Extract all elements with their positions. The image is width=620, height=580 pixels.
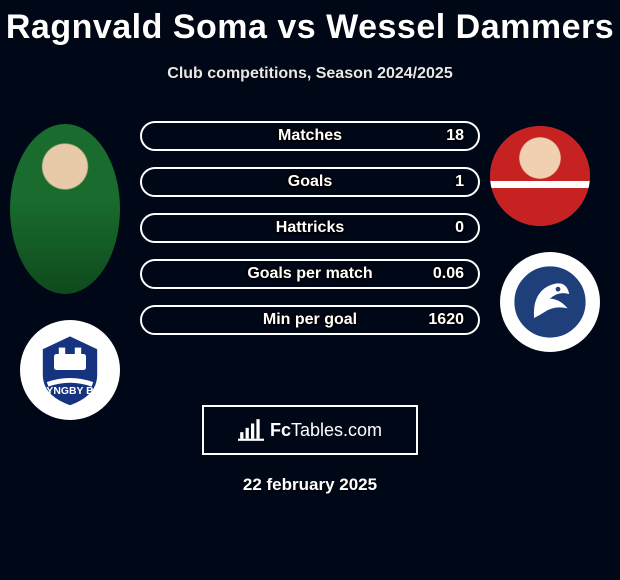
- stat-right-value: 1620: [424, 311, 464, 329]
- brand-text: FcTables.com: [270, 420, 382, 441]
- player2-image-placeholder: [490, 126, 590, 226]
- club1-crest-icon: YNGBY B: [30, 330, 110, 410]
- stat-label: Hattricks: [276, 219, 344, 237]
- player1-avatar: [10, 124, 120, 294]
- stat-label: Goals: [288, 173, 332, 191]
- stat-label: Goals per match: [247, 265, 372, 283]
- player1-image-placeholder: [10, 124, 120, 294]
- stat-row-min-per-goal: Min per goal 1620: [140, 305, 480, 335]
- stat-row-matches: Matches 18: [140, 121, 480, 151]
- stat-right-value: 18: [424, 127, 464, 145]
- stat-row-goals-per-match: Goals per match 0.06: [140, 259, 480, 289]
- stat-right-value: 0: [424, 219, 464, 237]
- stat-row-hattricks: Hattricks 0: [140, 213, 480, 243]
- club1-label: YNGBY B: [46, 386, 94, 397]
- stat-right-value: 0.06: [424, 265, 464, 283]
- stat-label: Min per goal: [263, 311, 357, 329]
- brand-rest: Tables.com: [291, 420, 382, 440]
- brand-box: FcTables.com: [202, 405, 418, 455]
- club2-badge: [500, 252, 600, 352]
- subtitle: Club competitions, Season 2024/2025: [0, 65, 620, 83]
- date-label: 22 february 2025: [0, 475, 620, 495]
- stat-label: Matches: [278, 127, 342, 145]
- brand-bold: Fc: [270, 420, 291, 440]
- player2-avatar: [490, 126, 590, 226]
- bar-chart-icon: [238, 417, 264, 443]
- club1-badge: YNGBY B: [20, 320, 120, 420]
- club2-crest-icon: [510, 262, 590, 342]
- page-title: Ragnvald Soma vs Wessel Dammers: [0, 0, 620, 47]
- stat-right-value: 1: [424, 173, 464, 191]
- stat-row-goals: Goals 1: [140, 167, 480, 197]
